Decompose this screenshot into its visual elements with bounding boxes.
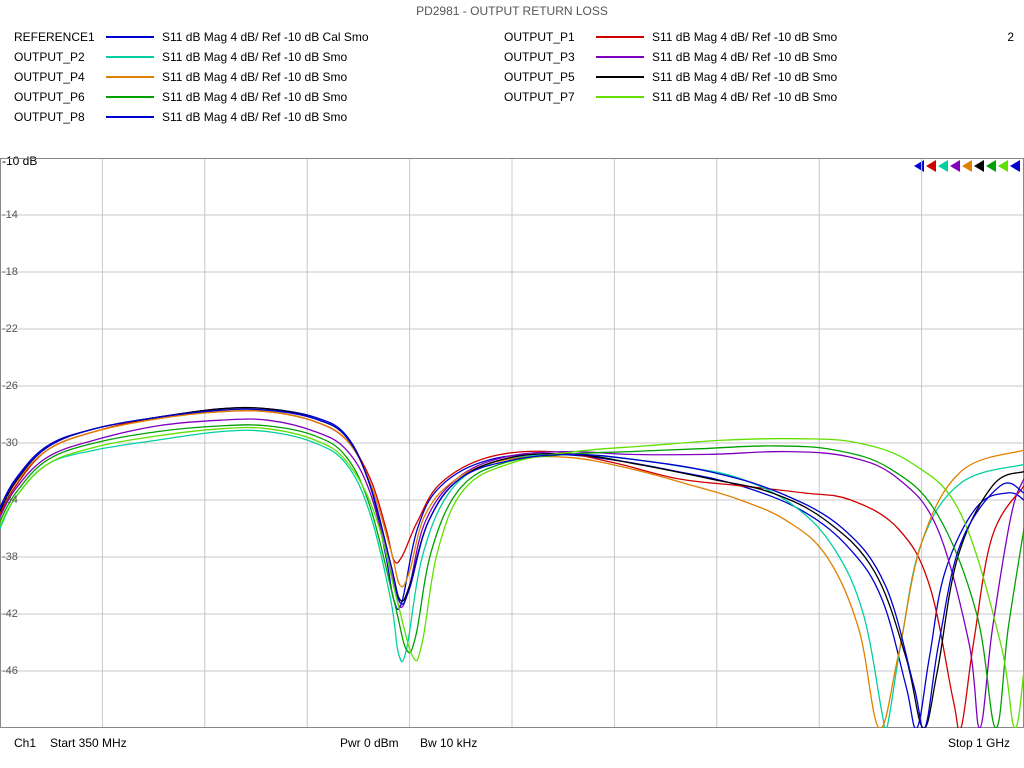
legend-desc: S11 dB Mag 4 dB/ Ref -10 dB Smo [652, 90, 837, 104]
y-tick-label: -42 [2, 608, 18, 620]
y-tick-label: -26 [2, 380, 18, 392]
start-freq-label: Start 350 MHz [50, 736, 127, 750]
legend-entry: OUTPUT_P6 S11 dB Mag 4 dB/ Ref -10 dB Smo [14, 90, 504, 110]
legend-name: OUTPUT_P4 [14, 70, 85, 84]
y-tick-label: -22 [2, 323, 18, 335]
legend-line [596, 36, 644, 38]
legend-name: REFERENCE1 [14, 30, 95, 44]
y-tick-label: -18 [2, 266, 18, 278]
plot-svg [0, 158, 1024, 728]
legend-entry: OUTPUT_P5 S11 dB Mag 4 dB/ Ref -10 dB Smo [504, 70, 994, 90]
legend-line [596, 96, 644, 98]
legend-desc: S11 dB Mag 4 dB/ Ref -10 dB Cal Smo [162, 30, 369, 44]
legend-entry: OUTPUT_P8 S11 dB Mag 4 dB/ Ref -10 dB Smo [14, 110, 504, 130]
legend-name: OUTPUT_P5 [504, 70, 575, 84]
legend-line [106, 56, 154, 58]
legend-desc: S11 dB Mag 4 dB/ Ref -10 dB Smo [162, 110, 347, 124]
legend-line [106, 76, 154, 78]
legend-line [596, 76, 644, 78]
legend-line [106, 96, 154, 98]
legend-entry: OUTPUT_P4 S11 dB Mag 4 dB/ Ref -10 dB Smo [14, 70, 504, 90]
legend-line [106, 116, 154, 118]
legend-entry: REFERENCE1 S11 dB Mag 4 dB/ Ref -10 dB Ca… [14, 30, 504, 50]
y-tick-label: -14 [2, 209, 18, 221]
legend-desc: S11 dB Mag 4 dB/ Ref -10 dB Smo [162, 70, 347, 84]
legend-desc: S11 dB Mag 4 dB/ Ref -10 dB Smo [652, 70, 837, 84]
legend-name: OUTPUT_P3 [504, 50, 575, 64]
legend-name: OUTPUT_P6 [14, 90, 85, 104]
legend-line [106, 36, 154, 38]
legend-entry: OUTPUT_P3 S11 dB Mag 4 dB/ Ref -10 dB Smo [504, 50, 994, 70]
legend-desc: S11 dB Mag 4 dB/ Ref -10 dB Smo [162, 90, 347, 104]
legend-entry: OUTPUT_P7 S11 dB Mag 4 dB/ Ref -10 dB Smo [504, 90, 994, 110]
legend-entry: OUTPUT_P1 S11 dB Mag 4 dB/ Ref -10 dB Smo [504, 30, 994, 50]
channel-label: Ch1 [14, 736, 36, 750]
bandwidth-label: Bw 10 kHz [420, 736, 477, 750]
footer: Ch1 Start 350 MHz Pwr 0 dBm Bw 10 kHz St… [0, 736, 1024, 766]
legend: REFERENCE1 S11 dB Mag 4 dB/ Ref -10 dB Ca… [14, 30, 1010, 130]
y-tick-label: -46 [2, 665, 18, 677]
y-tick-label: -34 [2, 494, 18, 506]
plot-area [0, 158, 1024, 728]
legend-name: OUTPUT_P7 [504, 90, 575, 104]
stop-freq-label: Stop 1 GHz [948, 736, 1010, 750]
legend-name: OUTPUT_P2 [14, 50, 85, 64]
chart-title: PD2981 - OUTPUT RETURN LOSS [0, 4, 1024, 18]
legend-desc: S11 dB Mag 4 dB/ Ref -10 dB Smo [652, 50, 837, 64]
legend-desc: S11 dB Mag 4 dB/ Ref -10 dB Smo [162, 50, 347, 64]
legend-entry: OUTPUT_P2 S11 dB Mag 4 dB/ Ref -10 dB Smo [14, 50, 504, 70]
y-tick-label: -38 [2, 551, 18, 563]
legend-name: OUTPUT_P8 [14, 110, 85, 124]
legend-line [596, 56, 644, 58]
y-tick-label: -30 [2, 437, 18, 449]
power-label: Pwr 0 dBm [340, 736, 399, 750]
legend-name: OUTPUT_P1 [504, 30, 575, 44]
legend-desc: S11 dB Mag 4 dB/ Ref -10 dB Smo [652, 30, 837, 44]
